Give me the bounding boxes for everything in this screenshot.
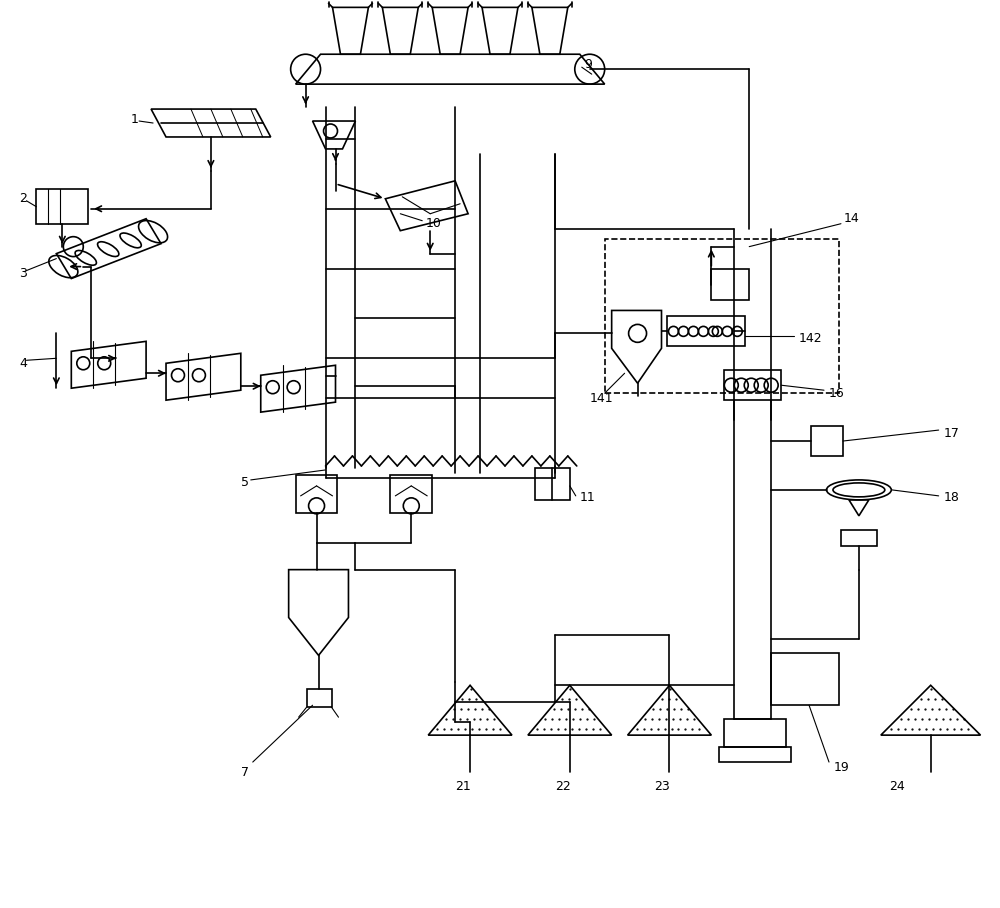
- Text: 10: 10: [425, 217, 441, 231]
- Bar: [36, 189, 88, 223]
- Bar: [771, 654, 839, 706]
- Text: 5: 5: [241, 477, 249, 489]
- Text: 17: 17: [944, 427, 960, 439]
- Text: 2: 2: [19, 192, 27, 205]
- Bar: [811, 426, 843, 456]
- Text: 14: 14: [844, 212, 860, 225]
- Text: 141: 141: [590, 391, 613, 405]
- Text: 7: 7: [241, 765, 249, 778]
- Bar: [724, 719, 786, 747]
- Text: 23: 23: [655, 781, 670, 794]
- Bar: [296, 475, 337, 513]
- Bar: [390, 475, 432, 513]
- Bar: [719, 747, 791, 762]
- Text: 142: 142: [799, 331, 823, 345]
- Text: 22: 22: [555, 781, 571, 794]
- Text: 1: 1: [131, 113, 139, 125]
- Text: 18: 18: [944, 491, 960, 504]
- Bar: [535, 468, 570, 500]
- Bar: [667, 316, 745, 346]
- Text: 3: 3: [19, 267, 27, 280]
- Text: 9: 9: [585, 58, 593, 71]
- Text: 11: 11: [580, 491, 596, 504]
- Text: 24: 24: [889, 781, 905, 794]
- Text: 19: 19: [834, 761, 850, 774]
- Text: 16: 16: [829, 387, 845, 400]
- Text: 4: 4: [19, 357, 27, 370]
- Bar: [711, 269, 749, 301]
- Bar: [307, 689, 332, 707]
- Bar: [605, 239, 839, 393]
- Text: 21: 21: [455, 781, 471, 794]
